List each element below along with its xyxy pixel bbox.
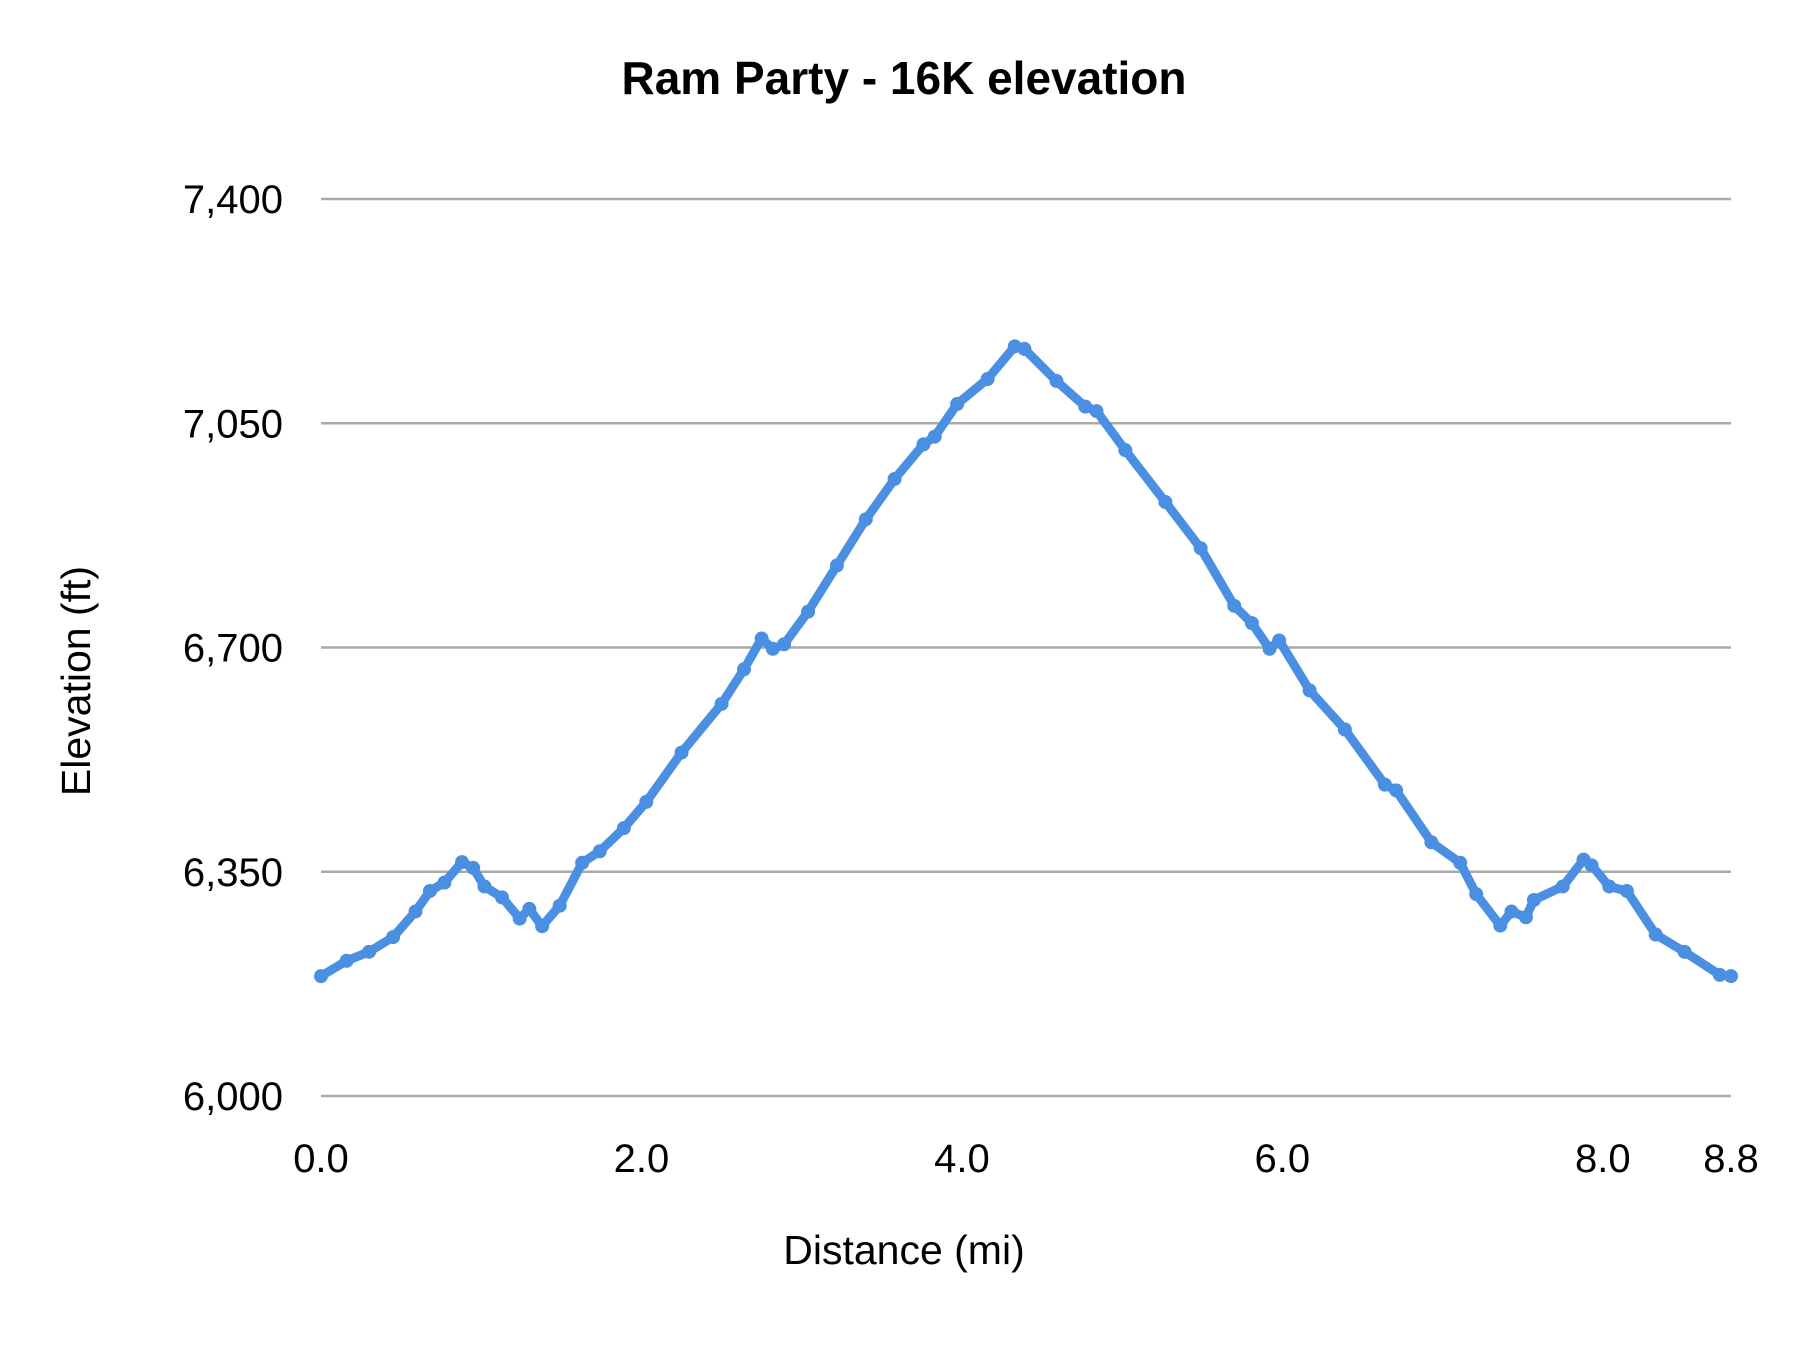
x-tick-label: 8.8	[1703, 1137, 1759, 1181]
data-point	[1555, 879, 1570, 894]
data-point	[1017, 341, 1032, 356]
data-point	[1227, 598, 1242, 613]
data-point	[339, 953, 354, 968]
data-point	[1049, 373, 1064, 388]
data-point	[1302, 683, 1317, 698]
y-tick-label: 6,700	[183, 627, 283, 671]
data-point	[674, 745, 689, 760]
data-point	[575, 855, 590, 870]
data-point	[314, 969, 328, 984]
y-tick-label: 6,000	[183, 1075, 283, 1119]
data-point	[887, 471, 902, 486]
series-elevation	[314, 339, 1738, 984]
data-point	[1078, 399, 1093, 414]
x-tick-label: 4.0	[934, 1137, 990, 1181]
data-point	[422, 883, 437, 898]
data-point	[1493, 918, 1508, 933]
data-point	[386, 930, 401, 945]
data-point	[737, 662, 751, 677]
data-point	[1262, 641, 1277, 656]
data-point	[950, 397, 965, 412]
data-point	[477, 879, 492, 894]
data-point	[1089, 404, 1104, 419]
data-point	[1193, 541, 1208, 556]
data-point	[754, 631, 769, 646]
data-point	[495, 890, 510, 905]
data-point	[714, 696, 729, 711]
y-axis-title: Elevation (ft)	[53, 566, 99, 796]
data-point	[535, 919, 550, 934]
data-point	[1504, 904, 1519, 919]
data-point	[437, 875, 452, 890]
data-point	[592, 844, 607, 859]
data-point	[765, 641, 780, 656]
data-point	[801, 604, 816, 619]
chart-title: Ram Party - 16K elevation	[621, 52, 1186, 104]
data-point	[777, 637, 792, 652]
data-point	[1453, 855, 1468, 870]
data-point	[1377, 777, 1392, 792]
x-tick-label: 8.0	[1575, 1137, 1631, 1181]
data-point	[455, 855, 469, 870]
data-point	[639, 794, 654, 809]
data-point	[980, 372, 995, 387]
x-tick-label: 0.0	[293, 1137, 349, 1181]
data-point	[1272, 633, 1287, 648]
data-point	[408, 904, 423, 919]
data-point	[522, 901, 537, 916]
data-point	[1469, 887, 1484, 902]
x-tick-label: 6.0	[1255, 1137, 1311, 1181]
data-point	[362, 944, 377, 959]
data-point	[616, 821, 631, 836]
gridlines	[321, 197, 1731, 1098]
data-point	[1712, 967, 1727, 982]
elevation-line	[316, 341, 1736, 981]
data-point	[1424, 835, 1439, 850]
data-point	[1389, 783, 1404, 798]
y-axis-ticks: 6,000 6,350 6,700 7,050 7,400	[183, 178, 283, 1119]
data-point	[1244, 616, 1259, 631]
y-tick-label: 7,400	[183, 178, 283, 222]
data-point	[1602, 879, 1617, 894]
data-point	[1337, 722, 1352, 737]
data-point	[829, 558, 844, 573]
data-point	[1584, 858, 1599, 873]
data-point	[466, 860, 481, 875]
data-point	[1677, 944, 1692, 959]
data-point	[1619, 883, 1634, 898]
data-point	[552, 898, 567, 913]
y-tick-label: 7,050	[183, 402, 283, 446]
data-point	[1648, 927, 1663, 942]
data-point	[1724, 969, 1738, 984]
data-point	[916, 437, 931, 452]
y-tick-label: 6,350	[183, 851, 283, 895]
data-point	[1118, 443, 1133, 458]
data-point	[1518, 910, 1533, 925]
data-point	[512, 911, 527, 926]
data-point	[1158, 495, 1173, 510]
x-axis-title: Distance (mi)	[783, 1227, 1024, 1273]
data-point	[1526, 892, 1541, 907]
x-axis-ticks: 0.0 2.0 4.0 6.0 8.0 8.8	[293, 1137, 1759, 1181]
data-point	[858, 512, 873, 527]
x-tick-label: 2.0	[614, 1137, 670, 1181]
data-point	[927, 429, 942, 444]
